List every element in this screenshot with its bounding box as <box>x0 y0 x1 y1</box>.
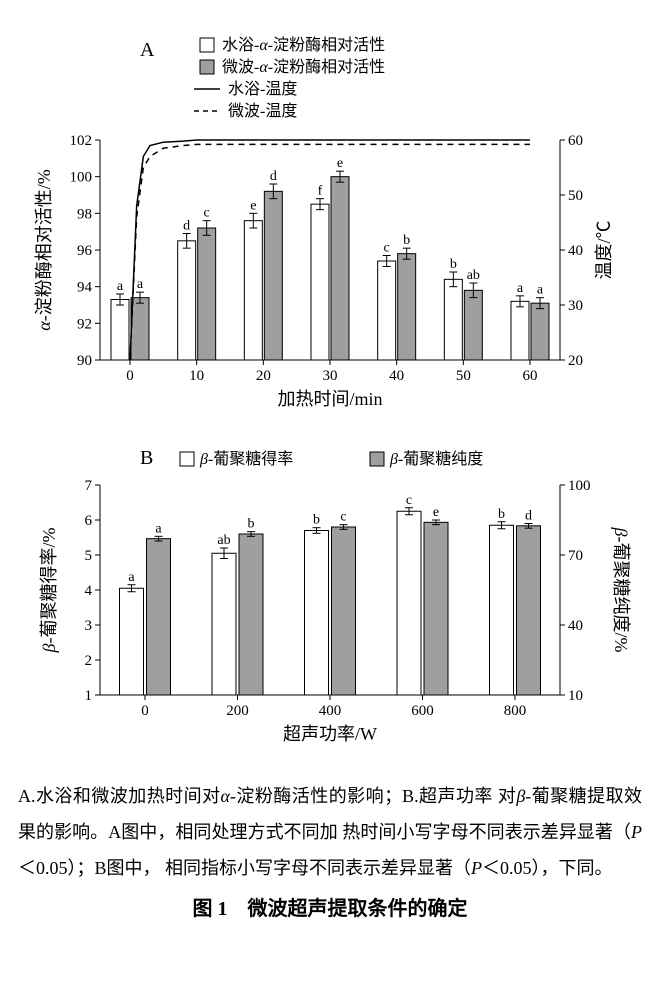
svg-text:30: 30 <box>568 298 583 314</box>
svg-text:温度/℃: 温度/℃ <box>594 220 614 279</box>
cap-a1: A.水浴和微波加热时间对 <box>18 786 221 806</box>
panel-a-svg: 水浴-α-淀粉酶相对活性微波-α-淀粉酶相对活性水浴-温度微波-温度 A 90 92 9… <box>10 20 650 420</box>
svg-text:β-葡聚糖得率/%: β-葡聚糖得率/% <box>39 528 59 654</box>
svg-text:b: b <box>450 257 457 272</box>
cap-d3: ＜0.05），下同。 <box>482 858 613 878</box>
svg-text:d: d <box>525 509 532 524</box>
svg-text:β-葡聚糖纯度/%: β-葡聚糖纯度/% <box>611 527 631 653</box>
svg-text:6: 6 <box>85 513 93 529</box>
svg-text:20: 20 <box>568 353 583 369</box>
svg-text:a: a <box>517 281 524 296</box>
svg-text:e: e <box>337 156 343 171</box>
svg-text:ab: ab <box>217 533 230 548</box>
svg-text:50: 50 <box>456 368 471 384</box>
svg-text:水浴-α-淀粉酶相对活性: 水浴-α-淀粉酶相对活性 <box>222 36 385 54</box>
svg-text:微波-α-淀粉酶相对活性: 微波-α-淀粉酶相对活性 <box>222 58 385 76</box>
svg-text:a: a <box>117 279 124 294</box>
svg-text:a: a <box>128 570 135 585</box>
svg-text:90: 90 <box>77 353 92 369</box>
svg-text:100: 100 <box>70 170 93 186</box>
svg-text:c: c <box>340 510 346 525</box>
svg-text:ab: ab <box>467 268 480 283</box>
svg-text:0: 0 <box>141 703 149 719</box>
svg-text:b: b <box>313 513 320 528</box>
svg-text:β-葡聚糖纯度: β-葡聚糖纯度 <box>389 450 483 468</box>
svg-text:50: 50 <box>568 188 583 204</box>
svg-text:5: 5 <box>85 548 93 564</box>
svg-text:a: a <box>155 521 162 536</box>
svg-text:800: 800 <box>504 703 527 719</box>
figure-title: 图 1 微波超声提取条件的确定 <box>10 892 650 921</box>
svg-text:b: b <box>403 233 410 248</box>
svg-text:600: 600 <box>411 703 434 719</box>
svg-text:40: 40 <box>568 618 583 634</box>
svg-text:20: 20 <box>256 368 271 384</box>
svg-text:α-淀粉酶相对活性/%: α-淀粉酶相对活性/% <box>34 169 54 330</box>
svg-text:10: 10 <box>568 688 583 704</box>
cap-c2: P <box>631 822 642 842</box>
svg-text:60: 60 <box>523 368 538 384</box>
svg-text:100: 100 <box>568 478 591 494</box>
panel-a: 水浴-α-淀粉酶相对活性微波-α-淀粉酶相对活性水浴-温度微波-温度 A 90 92 9… <box>10 20 650 420</box>
panel-b: Bβ-葡聚糖得率 β-葡聚糖纯度 1 2 3 4 5 6 7 10 40 70 100 0 200 400 60… <box>10 430 650 760</box>
svg-text:a: a <box>537 283 544 298</box>
svg-text:102: 102 <box>70 133 93 149</box>
figure-wrap: 水浴-α-淀粉酶相对活性微波-α-淀粉酶相对活性水浴-温度微波-温度 A 90 92 9… <box>10 20 650 921</box>
svg-text:b: b <box>248 517 255 532</box>
svg-text:98: 98 <box>77 206 92 222</box>
svg-text:0: 0 <box>126 368 134 384</box>
cap-d2: P <box>471 858 482 878</box>
svg-text:30: 30 <box>323 368 338 384</box>
svg-text:a: a <box>137 277 144 292</box>
svg-text:c: c <box>406 493 412 508</box>
cap-a2: α <box>221 786 230 806</box>
svg-text:96: 96 <box>77 243 93 259</box>
svg-text:B: B <box>140 447 153 469</box>
svg-text:b: b <box>498 507 505 522</box>
svg-text:1: 1 <box>85 688 93 704</box>
panel-b-svg: Bβ-葡聚糖得率 β-葡聚糖纯度 1 2 3 4 5 6 7 10 40 70 100 0 200 400 60… <box>10 430 650 760</box>
svg-text:A: A <box>140 39 155 61</box>
figure-caption: A.水浴和微波加热时间对α-淀粉酶活性的影响；B.超声功率 对β-葡聚糖提取效果… <box>10 778 650 886</box>
svg-text:加热时间/min: 加热时间/min <box>277 389 382 409</box>
svg-text:40: 40 <box>389 368 404 384</box>
svg-text:f: f <box>318 184 323 199</box>
svg-text:c: c <box>384 241 390 256</box>
svg-text:2: 2 <box>85 653 93 669</box>
svg-text:7: 7 <box>85 478 93 494</box>
svg-text:60: 60 <box>568 133 583 149</box>
svg-text:3: 3 <box>85 618 93 634</box>
svg-text:β-葡聚糖得率: β-葡聚糖得率 <box>199 450 293 468</box>
svg-text:c: c <box>204 206 210 221</box>
cap-c1: 热时间小写字母不同表示差异显著（ <box>342 822 631 842</box>
svg-text:水浴-温度: 水浴-温度 <box>228 80 297 98</box>
svg-text:d: d <box>183 219 190 234</box>
cap-d1: 相同指标小写字母不同表示差异显著（ <box>165 858 471 878</box>
cap-b1: 对 <box>498 786 516 806</box>
svg-text:40: 40 <box>568 243 583 259</box>
svg-text:微波-温度: 微波-温度 <box>228 102 297 120</box>
svg-text:d: d <box>270 169 277 184</box>
svg-text:e: e <box>250 198 256 213</box>
svg-text:4: 4 <box>85 583 93 599</box>
cap-a3: -淀粉酶活性的影响；B.超声功率 <box>230 786 493 806</box>
svg-text:70: 70 <box>568 548 583 564</box>
svg-text:400: 400 <box>319 703 342 719</box>
svg-text:92: 92 <box>77 316 92 332</box>
svg-text:超声功率/W: 超声功率/W <box>283 724 377 744</box>
svg-text:200: 200 <box>226 703 249 719</box>
svg-text:e: e <box>433 505 439 520</box>
cap-c3: ＜0.05）；B图中， <box>18 858 161 878</box>
svg-text:10: 10 <box>189 368 204 384</box>
cap-b2: β <box>516 786 525 806</box>
svg-text:94: 94 <box>77 280 93 296</box>
